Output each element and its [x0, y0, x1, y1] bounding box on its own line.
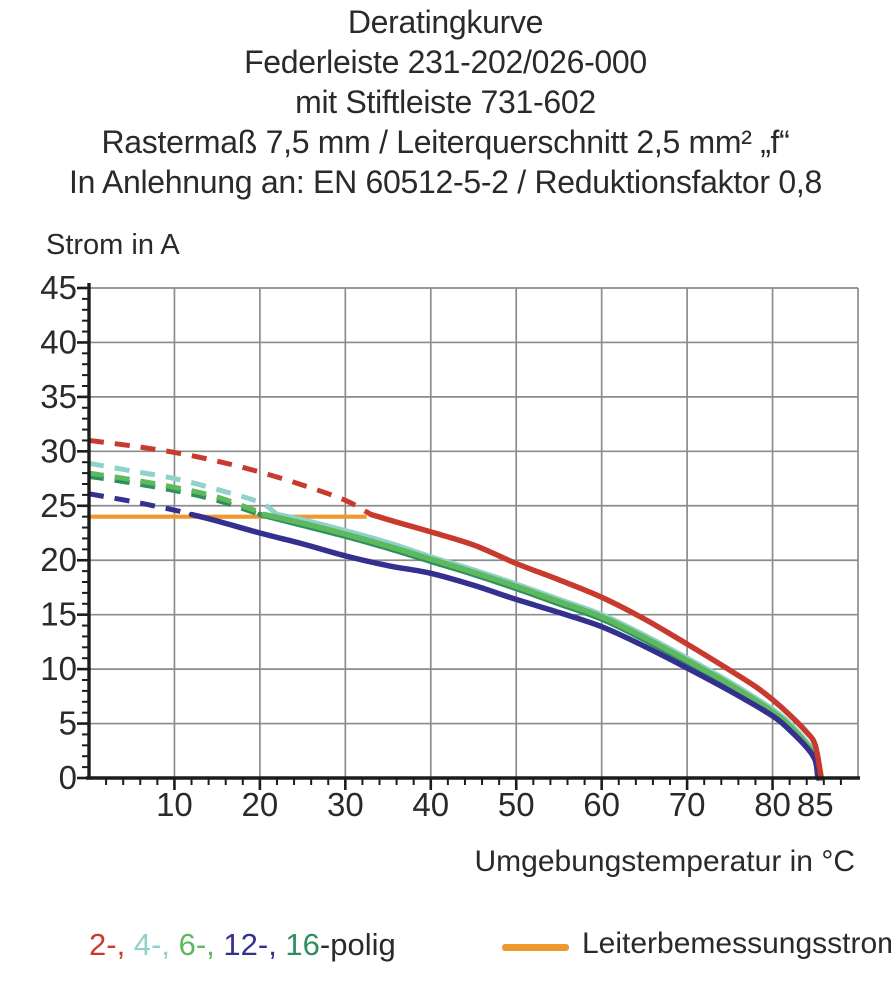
y-tick-label: 40: [40, 323, 77, 360]
x-tick-label: 85: [797, 786, 834, 823]
y-axis-title: Strom in A: [46, 229, 180, 261]
4-polig-curve-solid: [274, 511, 823, 781]
2-polig-curve-solid: [368, 511, 825, 781]
legend-pole-part-6: 6-,: [178, 927, 224, 962]
grid-group: [89, 287, 859, 778]
tick-labels-group: 10 20 30 40 50 60 70 80 85 0 5 10 15 20 25 30 35 40 45: [40, 269, 833, 823]
rated-current-swatch: [502, 944, 569, 951]
y-tick-label: 10: [40, 650, 77, 687]
series-group: [88, 437, 825, 781]
x-tick-label: 80: [754, 786, 791, 823]
y-tick-label: 15: [40, 596, 77, 633]
x-tick-label: 50: [498, 786, 535, 823]
legend-pole-part-16: 16: [285, 927, 320, 962]
legend-pole-part-polig: -polig: [319, 927, 396, 962]
x-tick-label: 60: [583, 786, 620, 823]
6-polig-curve-solid: [261, 511, 822, 781]
2-polig-curve-dashed: [88, 437, 373, 517]
title-line-3: mit Stiftleiste 731-602: [295, 84, 596, 120]
16-polig-curve-dashed: [88, 473, 261, 517]
title-line-4: Rastermaß 7,5 mm / Leiterquerschnitt 2,5…: [101, 124, 790, 160]
y-tick-label: 35: [40, 378, 77, 415]
x-axis-title: Umgebungstemperatur in °C: [474, 845, 855, 878]
6-polig-curve-dashed: [88, 470, 268, 517]
axes-group: [86, 283, 860, 780]
title-block: Deratingkurve Federleiste 231-202/026-00…: [0, 2, 891, 202]
x-tick-label: 30: [327, 786, 364, 823]
y-tick-label: 5: [59, 705, 77, 742]
title-line-1: Deratingkurve: [347, 4, 544, 40]
y-tick-label: 30: [40, 432, 77, 469]
x-tick-label: 70: [669, 786, 706, 823]
y-tick-label: 25: [40, 487, 77, 524]
x-tick-label: 10: [156, 786, 193, 823]
y-tick-label: 45: [40, 269, 77, 306]
12-polig-curve-dashed: [88, 491, 193, 517]
x-tick-label: 20: [242, 786, 279, 823]
4-polig-curve-dashed: [88, 460, 279, 517]
legend-pole-part-12: 12-,: [223, 927, 286, 962]
legend-poles: 2-, 4-, 6-, 12-, 16-polig: [89, 927, 396, 963]
y-tick-label: 0: [59, 759, 77, 796]
rated-current-label: Leiterbemessungsstrom: [582, 927, 891, 960]
title-line-5: In Anlehnung an: EN 60512-5-2 / Reduktio…: [69, 164, 822, 200]
x-tick-label: 40: [412, 786, 449, 823]
legend-pole-part-4: 4-,: [133, 927, 179, 962]
y-tick-label: 20: [40, 541, 77, 578]
ticks-group: [77, 286, 842, 790]
title-line-2: Federleiste 231-202/026-000: [244, 44, 647, 80]
legend-pole-part-2: 2-,: [89, 927, 134, 962]
12-polig-curve-solid: [188, 511, 821, 781]
